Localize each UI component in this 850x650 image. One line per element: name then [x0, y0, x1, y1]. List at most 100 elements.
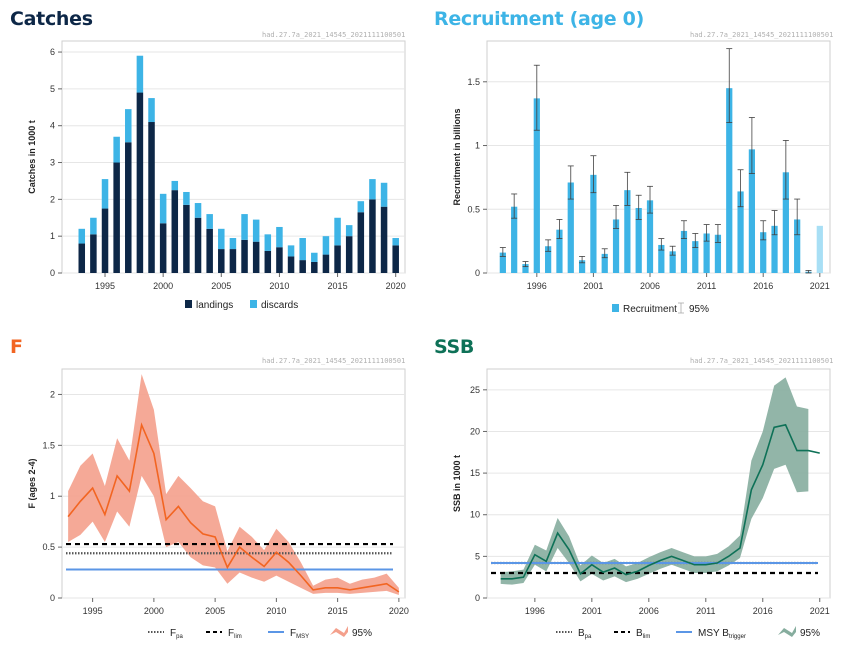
y-tick-label: 25	[470, 385, 480, 395]
recruitment-bar	[748, 149, 756, 273]
x-tick-label: 1995	[83, 606, 103, 616]
F-line	[67, 422, 400, 593]
discards-bar	[90, 217, 97, 235]
x-tick-label: 2001	[583, 281, 603, 291]
x-tick-label: 2011	[697, 281, 716, 291]
landings-bar	[287, 256, 295, 273]
landings-bar	[357, 212, 365, 273]
y-tick-label: 0.5	[42, 542, 55, 552]
recruitment-bar	[714, 234, 722, 273]
x-tick-label: 2006	[640, 281, 660, 291]
recruitment-bar	[726, 88, 733, 274]
x-tick-label: 2005	[205, 606, 225, 616]
y-tick-label: 3	[50, 158, 55, 168]
landings-bar	[276, 247, 283, 273]
landings-bar	[345, 236, 353, 273]
landings-bar	[125, 142, 132, 273]
y-axis-label: F (ages 2-4)	[27, 458, 37, 508]
discards-bar	[299, 238, 306, 261]
landings-bar	[264, 250, 272, 273]
x-tick-label: 2001	[582, 606, 602, 616]
legend-label: 95%	[800, 628, 820, 639]
x-tick-label: 2020	[389, 606, 409, 616]
ci-band	[68, 374, 399, 595]
recruitment-legend-label: Recruitment	[623, 304, 677, 315]
legend-label: 95%	[352, 628, 372, 639]
x-tick-label: 2016	[753, 281, 773, 291]
legend-label: Fpa	[170, 628, 183, 640]
discards-bar	[322, 236, 330, 255]
discards-bar	[276, 226, 283, 248]
landings-bar	[218, 249, 225, 273]
discards-bar	[194, 203, 202, 218]
recruitment-bar	[624, 190, 631, 273]
recruitment-bar	[545, 246, 552, 273]
x-tick-label: 2010	[269, 281, 289, 291]
landings-bar	[299, 260, 306, 273]
recruitment-bar	[794, 219, 801, 273]
y-tick-label: 6	[50, 47, 55, 57]
landings-bar	[380, 206, 388, 273]
x-tick-label: 1996	[525, 606, 545, 616]
discards-bar	[148, 98, 155, 123]
discards-legend-label: discards	[261, 300, 298, 311]
x-tick-label: 1996	[527, 281, 547, 291]
landings-bar	[229, 249, 237, 273]
landings-bar	[183, 204, 190, 273]
f-code: had.27.7a_2021_14545_2021111100501	[262, 357, 406, 365]
recruitment-bar	[658, 244, 665, 273]
y-tick-label: 2	[50, 194, 55, 204]
y-tick-label: 1	[50, 231, 55, 241]
y-tick-label: 0	[50, 593, 55, 603]
x-tick-label: 2011	[696, 606, 715, 616]
recruitment-bar	[646, 200, 654, 273]
discards-bar	[345, 225, 353, 237]
recruitment-bar	[703, 233, 710, 273]
recruitment-bar	[601, 253, 608, 273]
discards-bar	[392, 238, 399, 246]
landings-bar	[136, 92, 144, 273]
landings-bar	[113, 162, 120, 273]
y-tick-label: 5	[50, 84, 55, 94]
x-tick-label: 2021	[810, 281, 830, 291]
landings-bar	[392, 245, 399, 273]
discards-bar	[136, 55, 144, 93]
discards-bar	[125, 109, 132, 143]
discards-bar	[334, 217, 341, 246]
discards-bar	[101, 179, 109, 209]
catches-code: had.27.7a_2021_14545_2021111100501	[262, 31, 406, 39]
x-tick-label: 2005	[211, 281, 231, 291]
landings-bar	[206, 228, 213, 273]
y-tick-label: 0	[50, 268, 55, 278]
x-tick-label: 2015	[328, 606, 348, 616]
y-axis-label: Catches in 1000 t	[27, 120, 37, 194]
x-tick-label: 2000	[153, 281, 173, 291]
x-tick-label: 2010	[266, 606, 286, 616]
y-tick-label: 20	[470, 426, 480, 436]
recruitment-bar	[782, 172, 789, 273]
recruitment-bar	[692, 241, 699, 273]
y-tick-label: 0.5	[467, 204, 480, 214]
recruitment-bar	[612, 219, 620, 273]
landings-bar	[334, 245, 341, 273]
x-tick-label: 2006	[639, 606, 659, 616]
y-tick-label: 1.5	[42, 440, 55, 450]
x-tick-label: 2016	[753, 606, 773, 616]
x-tick-label: 2000	[144, 606, 164, 616]
landings-bar	[194, 217, 202, 273]
recruitment-bar	[760, 232, 767, 273]
discards-bar	[380, 182, 388, 207]
catches-title: Catches	[10, 8, 93, 30]
discards-bar	[252, 219, 260, 242]
y-tick-label: 0	[475, 268, 480, 278]
recruitment-legend-swatch	[612, 304, 619, 312]
y-tick-label: 1	[50, 491, 55, 501]
y-tick-label: 1	[475, 141, 480, 151]
band-legend-swatch	[330, 626, 348, 637]
recruitment-bar	[680, 230, 688, 273]
recruitment-bar	[556, 229, 563, 273]
ci-legend-label: 95%	[689, 304, 709, 315]
y-tick-label: 0	[475, 593, 480, 603]
ssb-code: had.27.7a_2021_14545_2021111100501	[690, 357, 834, 365]
recruitment-bar	[567, 182, 574, 273]
